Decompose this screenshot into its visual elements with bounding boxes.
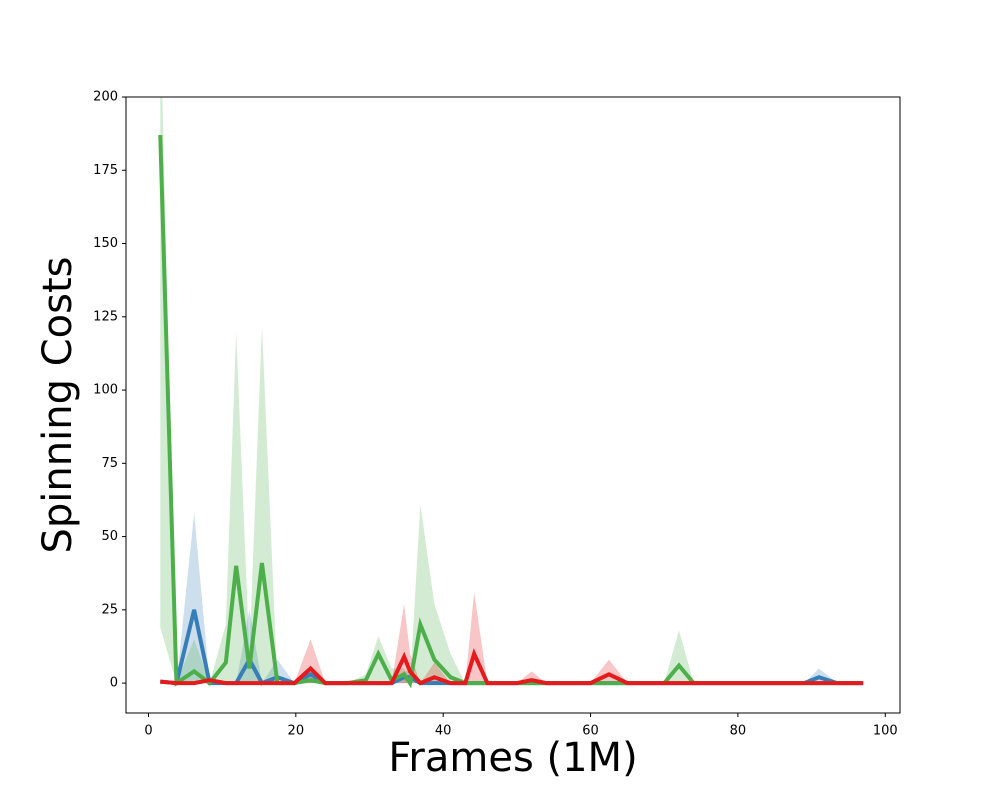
- y-tick-label: 100: [93, 383, 118, 398]
- y-tick-label: 125: [93, 309, 118, 324]
- y-axis-label: Spinning Costs: [35, 257, 81, 554]
- y-tick-label: 200: [93, 90, 118, 105]
- y-tick-label: 75: [101, 456, 118, 471]
- x-tick-label: 0: [144, 724, 152, 739]
- y-tick-label: 150: [93, 236, 118, 251]
- plot-area: [158, 97, 864, 689]
- x-axis-label: Frames (1M): [388, 735, 637, 781]
- x-tick-label: 80: [730, 724, 747, 739]
- x-tick-label: 20: [288, 724, 305, 739]
- y-tick-label: 0: [110, 676, 118, 691]
- y-tick-label: 50: [101, 529, 118, 544]
- y-tick-label: 25: [101, 602, 118, 617]
- y-tick-label: 175: [93, 163, 118, 178]
- line: [158, 135, 864, 689]
- x-tick-label: 60: [582, 724, 599, 739]
- line: [160, 648, 864, 686]
- x-tick-label: 40: [435, 724, 452, 739]
- x-tick-label: 100: [873, 724, 898, 739]
- axes-frame: [125, 96, 901, 714]
